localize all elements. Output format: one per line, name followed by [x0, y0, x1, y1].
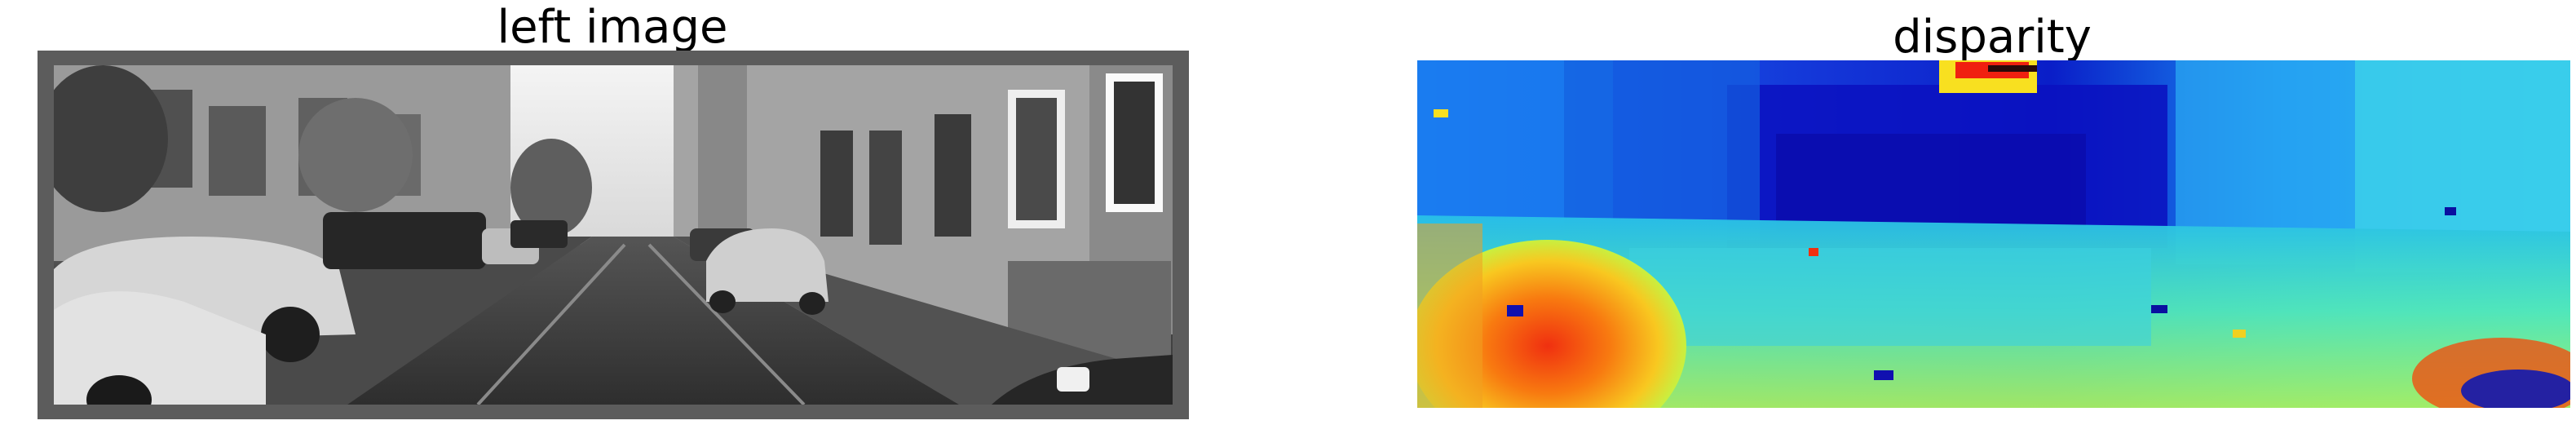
- street-scene-graphic: [54, 65, 1173, 405]
- disparity-title: disparity: [1893, 11, 2092, 64]
- disparity-map: [1417, 60, 2570, 408]
- disparity-heatmap-graphic: [1417, 60, 2570, 408]
- left-image-frame: [38, 51, 1189, 419]
- left-image-photo: [54, 65, 1173, 405]
- left-image-title: left image: [497, 1, 728, 54]
